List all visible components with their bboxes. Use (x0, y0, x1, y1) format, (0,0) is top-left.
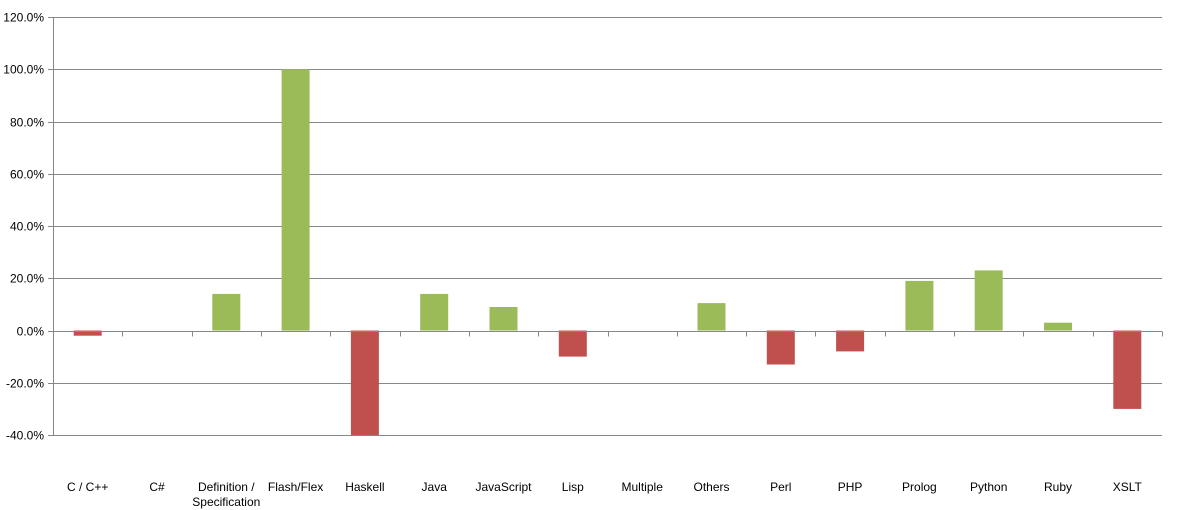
axes (48, 17, 1163, 436)
x-tick-label: Others (693, 480, 729, 494)
bar (905, 280, 934, 331)
y-tick-label: 100.0% (3, 63, 44, 77)
x-tick-label: Prolog (902, 480, 937, 494)
bar (836, 330, 865, 352)
x-tick-label: Definition / Specification (192, 480, 260, 509)
bar (766, 330, 795, 365)
bar (489, 307, 518, 331)
x-tick-label: Ruby (1044, 480, 1072, 494)
x-tick-label: XSLT (1113, 480, 1143, 494)
x-tick-label: Haskell (345, 480, 384, 494)
x-axis-tick-labels: C / C++ C# Definition / Specification Flash/… (67, 480, 1143, 509)
bar (1113, 330, 1142, 409)
bar (558, 330, 587, 357)
x-tick-label: Multiple (622, 480, 664, 494)
y-tick-label: -20.0% (6, 377, 44, 391)
y-tick-label: 80.0% (10, 116, 44, 130)
x-tick-label: Lisp (562, 480, 584, 494)
x-tick-label: C / C++ (67, 480, 108, 494)
x-tick-label: C# (149, 480, 165, 494)
y-axis-tick-labels: -40.0% -20.0% 0.0% 20.0% 40.0% 60.0% 80.0% 100.… (3, 11, 44, 443)
bar (281, 69, 310, 331)
bar (420, 293, 449, 331)
y-tick-label: 20.0% (10, 272, 44, 286)
x-tick-label: Perl (770, 480, 791, 494)
bar (974, 270, 1003, 331)
bar (350, 330, 379, 435)
gridlines (53, 17, 1162, 436)
y-tick-label: -40.0% (6, 429, 44, 443)
x-tick-label: Flash/Flex (268, 480, 323, 494)
bar (212, 293, 241, 331)
bar (73, 330, 102, 336)
y-tick-label: 0.0% (17, 325, 45, 339)
bars (73, 69, 1142, 435)
y-tick-label: 120.0% (3, 11, 44, 25)
y-tick-label: 60.0% (10, 168, 44, 182)
x-tick-label: Python (970, 480, 1007, 494)
x-tick-label: JavaScript (475, 480, 532, 494)
x-tick-label: Java (422, 480, 448, 494)
bar (697, 303, 726, 331)
y-tick-label: 40.0% (10, 220, 44, 234)
bar (1044, 322, 1072, 331)
x-tick-label: PHP (838, 480, 863, 494)
